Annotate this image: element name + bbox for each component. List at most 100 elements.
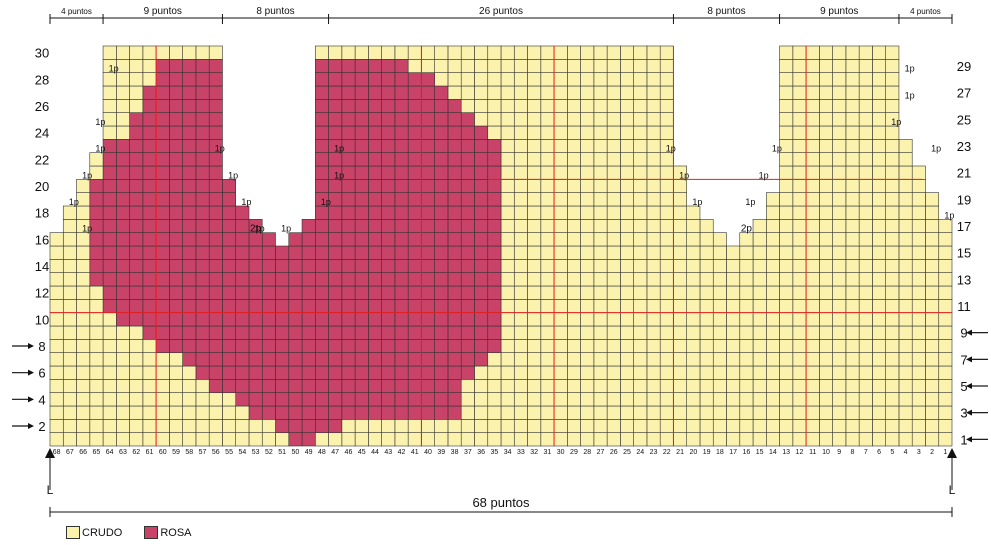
stitch-rosa (89, 192, 104, 207)
stitch-crudo (792, 59, 807, 73)
stitch-crudo (646, 152, 661, 167)
stitch-crudo (527, 232, 542, 247)
stitch-crudo (606, 312, 621, 327)
stitch-crudo (726, 339, 741, 353)
stitch-crudo (500, 312, 515, 327)
stitch-rosa (341, 299, 356, 313)
stitch-rosa (129, 232, 144, 247)
stitch-crudo (606, 405, 621, 420)
stitch-crudo (633, 59, 648, 73)
stitch-rosa (354, 245, 369, 260)
stitch-crudo (434, 59, 449, 73)
stitch-rosa (314, 272, 329, 287)
stitch-crudo (885, 432, 900, 447)
stitch-crudo (712, 365, 727, 380)
stitch-rosa (381, 152, 396, 167)
stitch-crudo (739, 432, 754, 447)
stitch-crudo (633, 379, 648, 393)
stitch-crudo (898, 339, 913, 353)
stitch-crudo (620, 85, 634, 100)
row-label-left: 12 (35, 286, 49, 301)
stitch-crudo (540, 99, 555, 113)
stitch-crudo (142, 419, 157, 433)
stitch-crudo (500, 139, 515, 153)
stitch-crudo (474, 112, 489, 127)
stitch-crudo (341, 45, 356, 60)
stitch-crudo (911, 259, 926, 273)
stitch-crudo (819, 59, 833, 73)
stitch-crudo (699, 219, 714, 233)
stitch-crudo (142, 365, 157, 380)
stitch-rosa (142, 325, 157, 340)
stitch-rosa (275, 405, 290, 420)
stitch-rosa (381, 72, 396, 87)
stitch-rosa (460, 179, 475, 193)
stitch-crudo (513, 285, 528, 300)
stitch-rosa (460, 299, 475, 313)
stitch-crudo (606, 245, 621, 260)
stitch-crudo (646, 392, 661, 407)
stitch-crudo (567, 312, 581, 327)
stitch-rosa (261, 299, 276, 313)
stitch-rosa (394, 165, 409, 180)
stitch-crudo (792, 285, 807, 300)
stitch-rosa (421, 365, 435, 380)
dec-label: 1p (334, 170, 344, 180)
col-number: 64 (106, 449, 114, 456)
stitch-rosa (328, 112, 343, 127)
stitch-rosa (381, 205, 396, 220)
stitch-crudo (620, 339, 634, 353)
stitch-rosa (129, 152, 144, 167)
stitch-crudo (129, 405, 144, 420)
stitch-crudo (235, 432, 250, 447)
stitch-crudo (699, 299, 714, 313)
stitch-crudo (553, 272, 568, 287)
stitch-crudo (805, 432, 820, 447)
col-number: 62 (132, 449, 140, 456)
stitch-crudo (500, 165, 515, 180)
stitch-crudo (540, 259, 555, 273)
stitch-crudo (805, 365, 820, 380)
stitch-rosa (169, 72, 183, 87)
stitch-crudo (925, 352, 940, 367)
stitch-rosa (261, 325, 276, 340)
stitch-crudo (673, 245, 688, 260)
stitch-rosa (474, 179, 489, 193)
stitch-crudo (182, 379, 197, 393)
stitch-rosa (142, 232, 157, 247)
stitch-crudo (487, 72, 502, 87)
stitch-rosa (354, 312, 369, 327)
arrow-right-head (966, 383, 972, 389)
stitch-rosa (354, 72, 369, 87)
stitch-rosa (421, 339, 435, 353)
stitch-crudo (805, 125, 820, 140)
stitch-crudo (447, 72, 462, 87)
stitch-rosa (354, 379, 369, 393)
stitch-rosa (474, 205, 489, 220)
stitch-rosa (169, 139, 183, 153)
stitch-crudo (911, 245, 926, 260)
stitch-rosa (460, 152, 475, 167)
stitch-crudo (593, 205, 608, 220)
stitch-crudo (792, 85, 807, 100)
stitch-crudo (832, 192, 847, 207)
stitch-crudo (102, 325, 117, 340)
stitch-rosa (301, 232, 316, 247)
stitch-crudo (553, 379, 568, 393)
stitch-crudo (633, 99, 648, 113)
stitch-rosa (460, 339, 475, 353)
stitch-crudo (513, 245, 528, 260)
stitch-crudo (898, 219, 913, 233)
stitch-crudo (699, 259, 714, 273)
stitch-crudo (606, 165, 621, 180)
stitch-crudo (553, 365, 568, 380)
stitch-rosa (368, 152, 382, 167)
stitch-crudo (673, 259, 688, 273)
stitch-crudo (792, 72, 807, 87)
stitch-rosa (195, 72, 210, 87)
stitch-crudo (739, 232, 754, 247)
stitch-crudo (527, 125, 542, 140)
stitch-crudo (792, 272, 807, 287)
stitch-crudo (752, 365, 767, 380)
stitch-crudo (819, 259, 833, 273)
